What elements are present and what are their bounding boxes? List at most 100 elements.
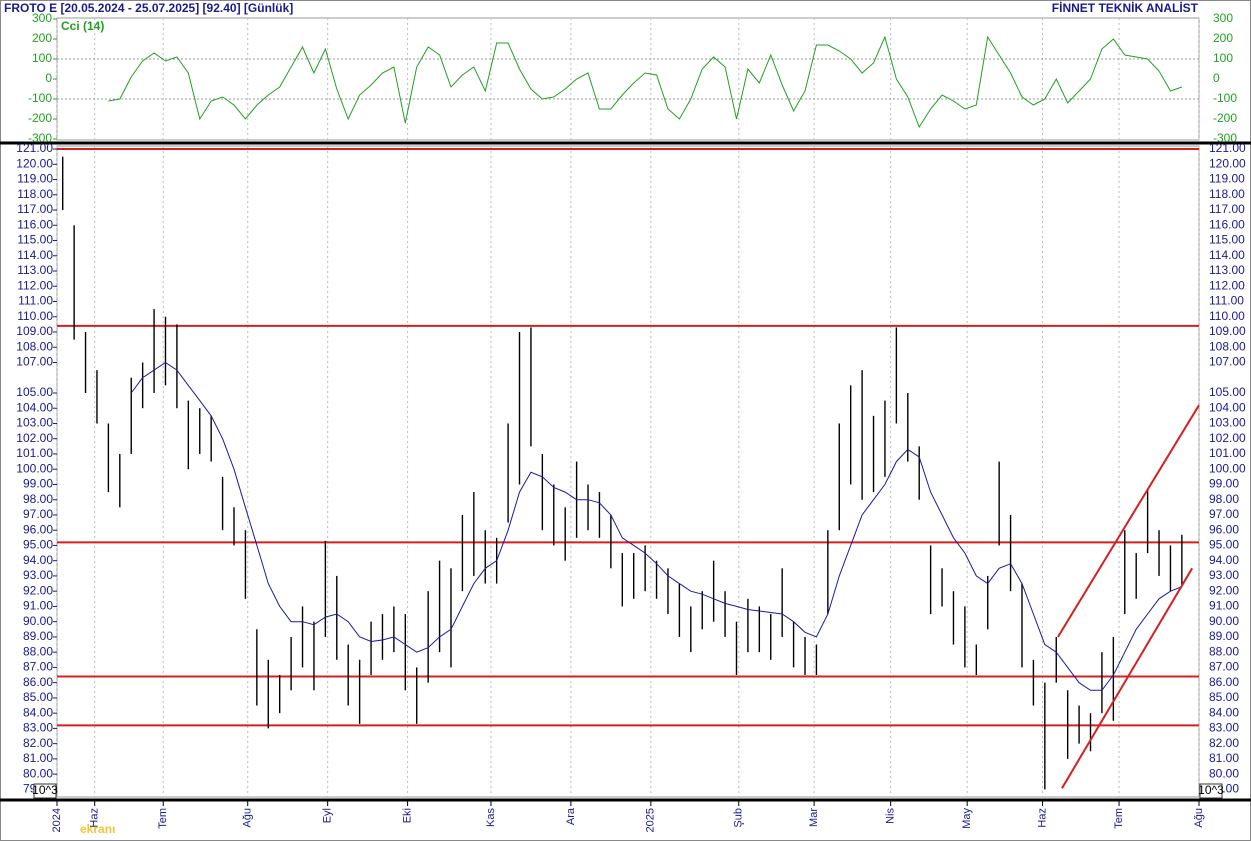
- x-tick-label: 2025: [645, 808, 657, 832]
- y-tick-label: 102.00: [16, 431, 53, 445]
- y-tick-label: 82.00: [23, 736, 53, 750]
- y-tick-label: 81.00: [1209, 751, 1239, 765]
- y-tick-label: 110.00: [17, 309, 53, 323]
- y-tick-label: 121.00: [1209, 141, 1246, 155]
- y-tick-label: 300: [32, 11, 52, 25]
- y-tick-label: 102.00: [1209, 431, 1246, 445]
- y-tick-label: 107.00: [1209, 355, 1246, 369]
- y-tick-label: 86.00: [1209, 675, 1239, 689]
- y-tick-label: 121.00: [16, 141, 53, 155]
- scale-note: 10^3: [1198, 783, 1224, 797]
- y-tick-label: 114.00: [1209, 248, 1245, 262]
- y-tick-label: 97.00: [23, 507, 53, 521]
- y-tick-label: 110.00: [1209, 309, 1245, 323]
- y-tick-label: 81.00: [23, 751, 53, 765]
- y-tick-label: 85.00: [23, 690, 53, 704]
- y-tick-label: 96.00: [1209, 522, 1239, 536]
- y-tick-label: 100: [32, 51, 52, 65]
- y-tick-label: 108.00: [16, 339, 53, 353]
- y-tick-label: 99.00: [23, 477, 53, 491]
- scale-box: [1199, 783, 1223, 799]
- y-tick-label: 83.00: [23, 721, 53, 735]
- x-tick-label: May: [961, 808, 973, 829]
- trend-line: [1061, 567, 1194, 789]
- x-tick-label: Eki: [402, 808, 414, 823]
- y-tick-label: 90.00: [23, 614, 53, 628]
- x-tick-label: Ağu: [1193, 808, 1205, 828]
- y-tick-label: -300: [1213, 131, 1237, 145]
- y-tick-label: 87.00: [1209, 660, 1239, 674]
- x-tick-label: Mar: [808, 808, 820, 827]
- y-tick-label: 111.00: [18, 294, 53, 308]
- y-tick-label: 80.00: [23, 766, 53, 780]
- y-tick-label: 114.00: [17, 248, 53, 262]
- y-tick-label: 100: [1213, 51, 1233, 65]
- y-tick-label: 100.00: [16, 461, 53, 475]
- header-left: FROTO E [20.05.2024 - 25.07.2025] [92.40…: [4, 1, 293, 15]
- x-tick-label: 2024: [51, 808, 63, 832]
- scale-box: [33, 783, 57, 799]
- y-tick-label: 88.00: [1209, 644, 1239, 658]
- y-tick-label: -300: [28, 131, 52, 145]
- y-tick-label: 87.00: [23, 660, 53, 674]
- y-tick-label: 89.00: [1209, 629, 1239, 643]
- x-tick-label: Tem: [157, 808, 169, 829]
- y-tick-label: 117.00: [1209, 202, 1245, 216]
- y-tick-label: 85.00: [1209, 690, 1239, 704]
- y-tick-label: 109.00: [16, 324, 53, 338]
- y-tick-label: 103.00: [1209, 416, 1246, 430]
- cci-line: [108, 35, 1183, 129]
- y-tick-label: 90.00: [1209, 614, 1239, 628]
- y-tick-label: 116.00: [1209, 217, 1245, 231]
- x-tick-label: Şub: [733, 808, 745, 828]
- y-tick-label: 113.00: [1209, 263, 1245, 277]
- y-tick-label: 119.00: [1209, 172, 1245, 186]
- y-tick-label: 120.00: [16, 156, 53, 170]
- y-tick-label: 89.00: [23, 629, 53, 643]
- y-tick-label: 98.00: [23, 492, 53, 506]
- scale-note: 10^3: [32, 783, 58, 797]
- y-tick-label: 0: [45, 71, 52, 85]
- y-tick-label: -200: [1213, 111, 1237, 125]
- y-tick-label: 96.00: [23, 522, 53, 536]
- y-tick-label: 88.00: [23, 644, 53, 658]
- x-tick-label: Ağu: [242, 808, 254, 828]
- y-tick-label: 95.00: [1209, 538, 1239, 552]
- y-tick-label: 105.00: [1209, 385, 1246, 399]
- y-tick-label: 83.00: [1209, 721, 1239, 735]
- y-tick-label: 118.00: [1209, 187, 1245, 201]
- cci-title: Cci (14): [61, 19, 104, 33]
- x-tick-label: Eyl: [322, 808, 334, 823]
- y-tick-label: 112.00: [17, 278, 53, 292]
- y-tick-label: 107.00: [16, 355, 53, 369]
- y-tick-label: 86.00: [23, 675, 53, 689]
- x-tick-label: Tem: [1113, 808, 1125, 829]
- y-tick-label: 98.00: [1209, 492, 1239, 506]
- y-tick-label: -100: [1213, 91, 1237, 105]
- y-tick-label: 103.00: [16, 416, 53, 430]
- y-tick-label: 84.00: [1209, 705, 1239, 719]
- y-tick-label: -200: [28, 111, 52, 125]
- y-tick-label: 80.00: [1209, 766, 1239, 780]
- y-tick-label: 101.00: [16, 446, 53, 460]
- y-tick-label: 116.00: [17, 217, 53, 231]
- y-tick-label: 82.00: [1209, 736, 1239, 750]
- y-tick-label: 95.00: [23, 538, 53, 552]
- y-tick-label: 111.00: [1209, 294, 1244, 308]
- y-tick-label: 94.00: [23, 553, 53, 567]
- y-tick-label: 0: [1213, 71, 1220, 85]
- x-tick-label: Kas: [485, 808, 497, 827]
- watermark: ekranı: [80, 822, 115, 836]
- y-tick-label: 112.00: [1209, 278, 1245, 292]
- y-tick-label: 109.00: [1209, 324, 1246, 338]
- x-tick-label: Haz: [89, 808, 101, 828]
- y-tick-label: 200: [32, 31, 52, 45]
- y-tick-label: 120.00: [1209, 156, 1246, 170]
- y-tick-label: 113.00: [17, 263, 53, 277]
- y-tick-label: 92.00: [1209, 583, 1239, 597]
- y-tick-label: 104.00: [1209, 400, 1246, 414]
- y-tick-label: 92.00: [23, 583, 53, 597]
- header-right: FİNNET TEKNİK ANALİST: [1052, 0, 1199, 15]
- y-tick-label: 97.00: [1209, 507, 1239, 521]
